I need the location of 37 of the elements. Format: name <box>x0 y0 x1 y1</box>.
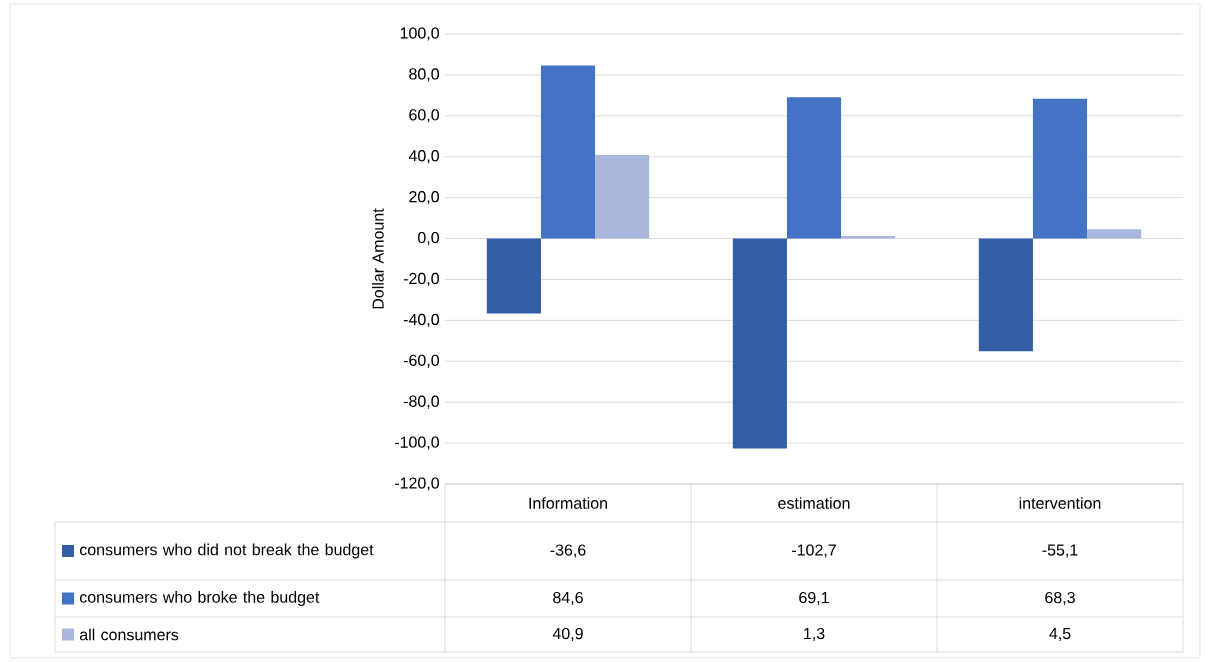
bar <box>732 238 787 449</box>
y-tick-label: 80,0 <box>409 68 440 82</box>
y-tick-label: 100,0 <box>400 27 440 41</box>
y-tick-label: 20,0 <box>409 191 440 205</box>
bar <box>841 235 896 239</box>
data-label: -102,7 <box>792 544 836 558</box>
y-tick-label: 0,0 <box>418 231 440 246</box>
y-tick-label: -120,0 <box>394 477 440 491</box>
y-tick-label: -40,0 <box>403 313 440 327</box>
y-tick-label: -60,0 <box>403 354 440 368</box>
data-label: 68,3 <box>1045 591 1075 606</box>
legend-label: all consumers <box>79 628 179 641</box>
bar <box>540 65 596 239</box>
data-label: -55,1 <box>1042 544 1078 558</box>
data-label: 4,5 <box>1049 627 1071 642</box>
bar <box>786 97 842 239</box>
y-tick-label: 40,0 <box>408 150 440 164</box>
legend-label: consumers who broke the budget <box>79 591 320 606</box>
bar <box>1032 98 1088 239</box>
bar <box>1087 229 1142 239</box>
legend-label: consumers who did not break the budget <box>79 543 374 559</box>
y-tick-label: -80,0 <box>403 395 440 409</box>
bar <box>595 154 650 239</box>
data-label: -36,6 <box>550 544 586 558</box>
data-label: 84,6 <box>553 591 583 606</box>
x-tick-label: intervention <box>1019 497 1101 509</box>
data-label: 1,3 <box>804 627 825 642</box>
data-label: 69,1 <box>799 591 829 606</box>
y-axis-title: Dollar Amount <box>372 208 384 309</box>
y-tick-label: -100,0 <box>394 436 440 450</box>
bar <box>978 238 1033 352</box>
data-label: 40,9 <box>552 627 583 642</box>
x-tick-label: estimation <box>778 497 850 509</box>
x-tick-label: Information <box>529 497 607 509</box>
y-tick-label: 60,0 <box>409 109 440 123</box>
bar <box>486 238 541 314</box>
y-tick-label: -20,0 <box>403 272 440 287</box>
